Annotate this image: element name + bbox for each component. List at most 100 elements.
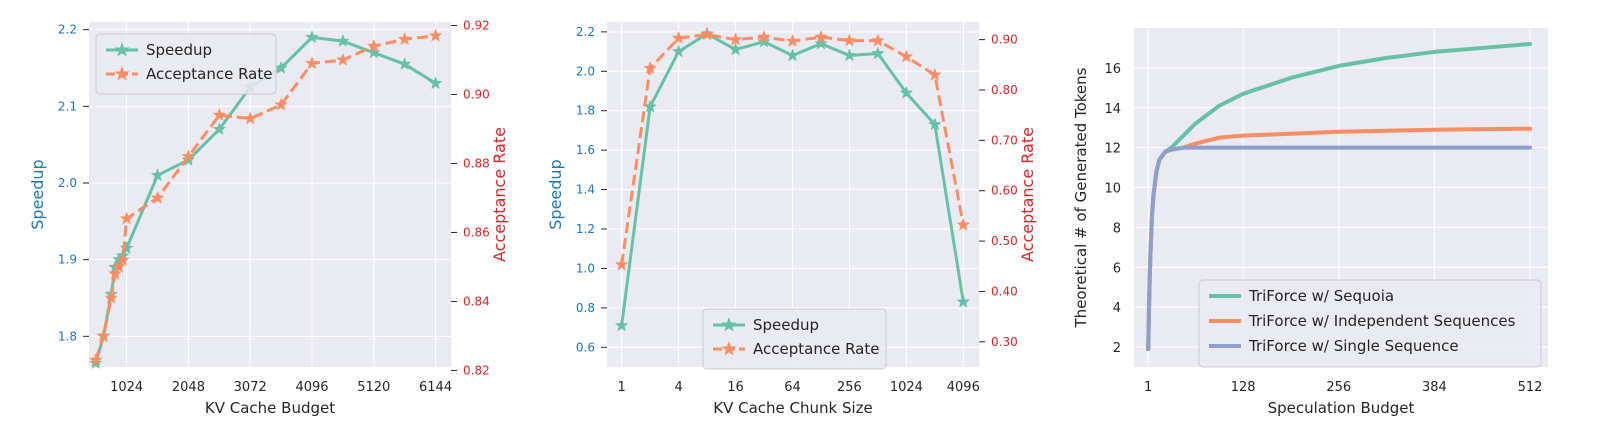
data-point [428, 28, 443, 42]
x-tick-label: 256 [837, 380, 862, 395]
y-tick-label: 1.6 [576, 143, 595, 157]
y-tick-label: 4 [1113, 301, 1121, 316]
data-point [305, 56, 319, 70]
y-right-tick-label: 0.86 [463, 225, 490, 239]
x-tick-label: 1024 [110, 380, 143, 395]
data-point [274, 97, 288, 111]
legend-marker [114, 66, 130, 81]
x-tick-label: 128 [1231, 380, 1256, 395]
y-right-tick-label: 0.82 [463, 363, 490, 377]
x-tick-label: 6144 [419, 380, 452, 395]
y-tick-label: 0.8 [576, 301, 595, 315]
legend-marker [721, 341, 737, 356]
y-tick-label: 6 [1113, 261, 1121, 276]
y-right-tick-label: 0.40 [991, 284, 1018, 298]
data-point [927, 67, 942, 81]
legend: Speedup Acceptance Rate [95, 33, 277, 95]
y-right-tick-label: 0.90 [991, 33, 1018, 47]
legend-box [95, 33, 277, 95]
data-point [243, 111, 258, 125]
legend-label: Acceptance Rate [753, 340, 879, 358]
legend-label: Acceptance Rate [146, 65, 272, 83]
y-tick-label: 1.0 [576, 261, 595, 275]
data-point [927, 117, 942, 131]
x-tick-label: 3072 [234, 380, 267, 395]
data-point [871, 46, 885, 60]
y-tick-label: 1.2 [576, 222, 595, 236]
legend-label: Speedup [146, 41, 212, 59]
x-tick-label: 4 [674, 380, 682, 395]
data-point [728, 32, 743, 46]
data-point [212, 122, 227, 136]
data-point [104, 290, 119, 304]
x-tick-label: 256 [1326, 380, 1351, 395]
x-tick-label: 384 [1422, 380, 1447, 395]
data-point [899, 49, 914, 63]
data-point [785, 33, 800, 47]
y-tick-label: 1.4 [576, 183, 595, 197]
y-tick-label: 2.2 [576, 25, 595, 39]
y-tick-label: 2.0 [58, 176, 77, 190]
legend-box [702, 308, 887, 370]
data-point [336, 52, 350, 66]
x-tick-label: 1 [618, 380, 626, 395]
data-point [814, 36, 828, 50]
data-point [871, 33, 885, 47]
data-point [842, 48, 857, 62]
y-right-tick-label: 0.84 [463, 294, 490, 308]
y-right-axis-label: Acceptance Rate [490, 127, 509, 262]
data-point [757, 29, 771, 43]
data-point [305, 30, 319, 44]
y-right-tick-label: 0.70 [991, 133, 1018, 147]
x-tick-label: 5120 [357, 380, 390, 395]
x-tick-label: 64 [784, 380, 801, 395]
y-right-tick-label: 0.90 [463, 87, 490, 101]
data-point [728, 42, 743, 56]
data-point [112, 259, 126, 273]
x-axis-label: Speculation Budget [1268, 399, 1415, 417]
x-tick-label: 1024 [890, 380, 923, 395]
data-point [119, 211, 134, 225]
data-point [956, 217, 971, 231]
data-point [428, 76, 443, 90]
legend-marker [114, 42, 130, 57]
y-tick-label: 2.0 [576, 64, 595, 78]
y-tick-label: 14 [1104, 102, 1121, 117]
y-right-tick-label: 0.80 [991, 83, 1018, 97]
data-point [96, 328, 111, 342]
y-tick-label: 1.9 [58, 253, 77, 267]
data-point [181, 149, 196, 163]
x-axis-label: KV Cache Chunk Size [713, 399, 873, 417]
data-point [212, 107, 227, 121]
y-tick-label: 16 [1104, 62, 1121, 77]
data-point [366, 45, 381, 59]
data-point [814, 29, 828, 43]
y-tick-label: 2.2 [58, 23, 77, 37]
data-point [150, 190, 165, 204]
y-right-tick-label: 0.60 [991, 184, 1018, 198]
series-line [1146, 145, 1533, 352]
data-point [757, 34, 771, 48]
x-tick-label: 512 [1518, 380, 1543, 395]
y-tick-label: 1.8 [58, 329, 77, 343]
y-right-tick-label: 0.88 [463, 156, 490, 170]
y-right-tick-label: 0.50 [991, 234, 1018, 248]
data-point [614, 257, 629, 271]
data-point [614, 318, 629, 332]
y-tick-label: 2 [1113, 341, 1121, 356]
y-axis-label: Theoretical # of Generated Tokens [1072, 67, 1090, 328]
data-point [88, 352, 103, 366]
y-tick-label: 8 [1113, 221, 1121, 236]
data-point [397, 32, 412, 46]
data-point [115, 252, 130, 266]
y-right-tick-label: 0.30 [991, 335, 1018, 349]
x-axis-label: KV Cache Budget [205, 399, 335, 417]
data-point [956, 294, 971, 308]
y-tick-label: 12 [1104, 142, 1121, 157]
y-right-axis-label: Acceptance Rate [1018, 127, 1037, 262]
chart-3: 1 128 256 384 512 Speculation Budget 2 4 6 8 10 12 1… [1072, 28, 1548, 417]
x-tick-label: 4096 [947, 380, 980, 395]
data-point [671, 44, 686, 58]
